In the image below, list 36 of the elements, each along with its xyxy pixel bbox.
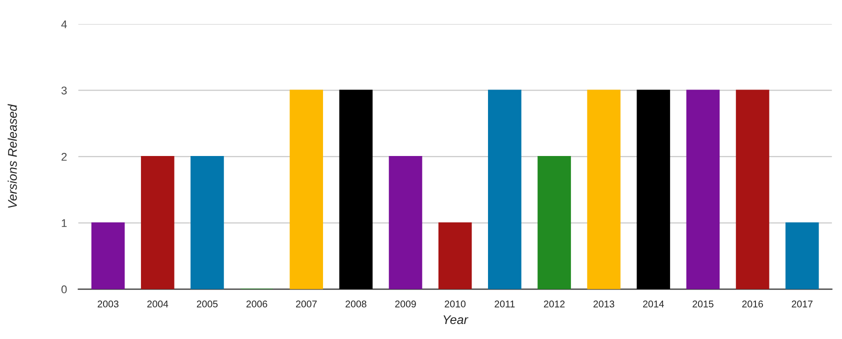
x-tick-label: 2015	[692, 300, 714, 308]
x-tick-label: 2004	[147, 300, 168, 308]
y-tick-label: 0	[61, 285, 67, 294]
bar	[538, 156, 571, 290]
x-tick-label: 2014	[643, 300, 664, 308]
bar	[339, 90, 373, 290]
bar	[140, 156, 174, 290]
bar	[488, 90, 522, 290]
x-tick-label: 2016	[742, 300, 763, 308]
bar	[785, 222, 819, 290]
bar	[587, 90, 621, 290]
x-tick-label: 2008	[346, 300, 366, 308]
x-tick-label: 2013	[594, 300, 614, 308]
bar	[736, 90, 770, 290]
y-tick-label: 3	[61, 86, 67, 94]
y-tick-label: 2	[62, 152, 67, 161]
bar	[190, 156, 224, 290]
bar	[636, 90, 670, 290]
x-tick-label: 2007	[296, 300, 317, 308]
y-axis-title: Versions Released	[8, 104, 17, 208]
bar	[686, 90, 720, 290]
x-axis-title: Year	[444, 315, 468, 324]
y-tick-label: 1	[62, 219, 67, 227]
bar	[388, 156, 422, 290]
y-tick-label: 4	[61, 20, 67, 28]
x-tick-label: 2011	[494, 300, 515, 308]
x-tick-label: 2006	[246, 300, 268, 308]
x-tick-label: 2003	[98, 300, 118, 308]
bar	[438, 222, 472, 290]
x-tick-label: 2012	[544, 300, 565, 308]
x-tick-label: 2017	[792, 300, 812, 308]
bar	[290, 90, 324, 290]
x-tick-label: 2005	[196, 300, 218, 308]
bar	[91, 222, 125, 290]
x-tick-label: 2010	[444, 300, 466, 308]
x-tick-label: 2009	[395, 300, 416, 308]
